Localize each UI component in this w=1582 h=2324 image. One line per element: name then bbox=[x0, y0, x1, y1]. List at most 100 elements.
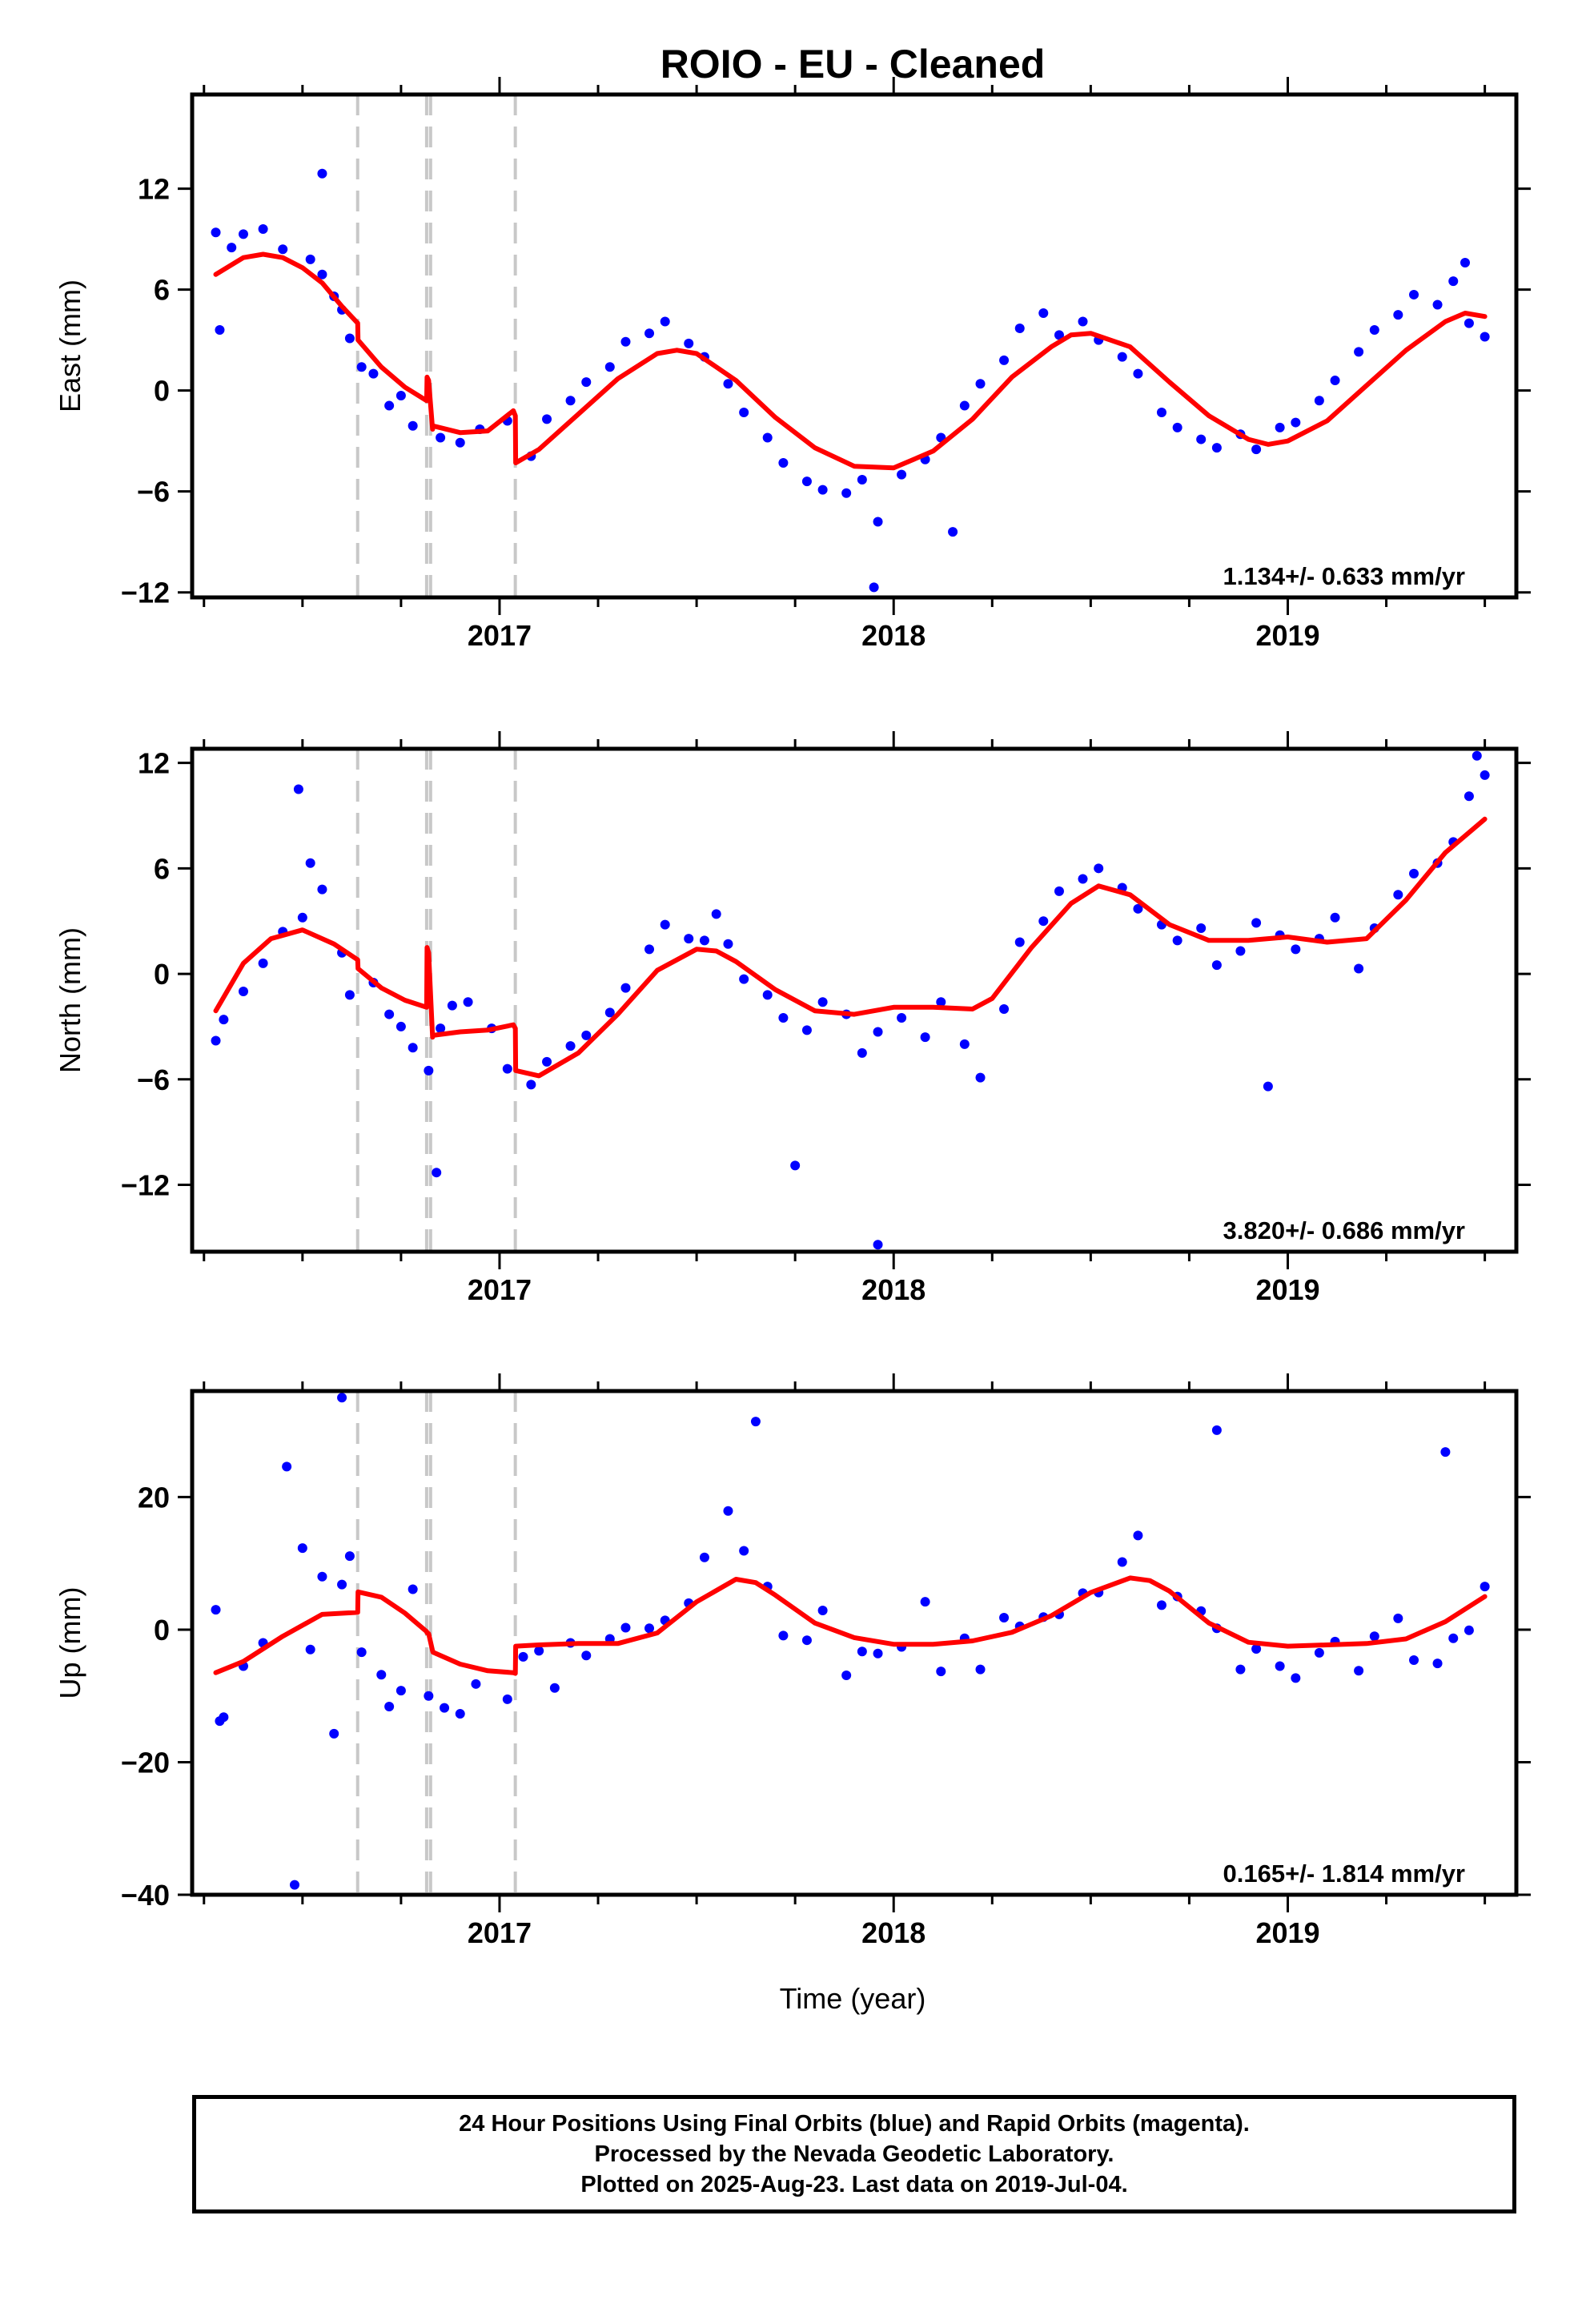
data-point bbox=[1172, 935, 1182, 946]
data-point bbox=[1251, 1643, 1262, 1654]
data-point bbox=[604, 362, 615, 372]
data-point bbox=[920, 1032, 930, 1043]
data-point bbox=[1480, 1582, 1490, 1592]
data-point bbox=[684, 934, 694, 944]
data-point bbox=[1078, 874, 1088, 884]
data-point bbox=[542, 1056, 552, 1067]
data-point bbox=[1448, 276, 1459, 287]
data-point bbox=[1464, 791, 1474, 802]
data-point bbox=[344, 333, 355, 344]
data-points bbox=[211, 750, 1490, 1250]
data-point bbox=[644, 944, 655, 955]
data-point bbox=[936, 997, 946, 1007]
data-point bbox=[384, 1009, 395, 1019]
model-curve bbox=[213, 251, 1488, 471]
data-point bbox=[219, 1712, 229, 1723]
data-point bbox=[790, 1160, 801, 1171]
data-point bbox=[1314, 396, 1324, 406]
data-point bbox=[1235, 946, 1246, 956]
data-point bbox=[219, 1015, 229, 1025]
x-tick-label: 2017 bbox=[468, 619, 532, 652]
data-point bbox=[1330, 376, 1340, 386]
data-point bbox=[1133, 368, 1143, 379]
data-point bbox=[502, 1063, 512, 1074]
y-axis-label: Up (mm) bbox=[54, 1587, 86, 1699]
data-point bbox=[356, 362, 367, 372]
data-point bbox=[1409, 1655, 1419, 1666]
data-point bbox=[211, 1605, 221, 1615]
data-point bbox=[1133, 1530, 1143, 1541]
data-point bbox=[297, 912, 307, 923]
data-point bbox=[999, 1613, 1010, 1623]
data-point bbox=[975, 1664, 986, 1675]
data-point bbox=[1038, 308, 1049, 319]
data-points bbox=[211, 168, 1490, 593]
y-axis-label: East (mm) bbox=[54, 279, 86, 412]
data-point bbox=[1054, 330, 1064, 340]
data-point bbox=[959, 400, 970, 411]
data-point bbox=[329, 1728, 339, 1739]
data-point bbox=[1330, 912, 1340, 923]
data-point bbox=[1235, 1664, 1246, 1675]
data-point bbox=[1133, 903, 1143, 914]
data-point bbox=[936, 1667, 946, 1677]
data-point bbox=[436, 1023, 446, 1034]
plot-frame bbox=[190, 746, 1519, 1254]
data-point bbox=[817, 485, 828, 495]
data-point bbox=[534, 1646, 544, 1656]
data-point bbox=[1211, 1425, 1222, 1435]
y-tick-label: −40 bbox=[121, 1879, 170, 1912]
data-point bbox=[778, 1012, 789, 1023]
data-point bbox=[1251, 918, 1262, 928]
data-point bbox=[1275, 422, 1285, 432]
x-tick-label: 2019 bbox=[1255, 619, 1319, 652]
data-point bbox=[447, 1000, 457, 1011]
data-point bbox=[549, 1683, 560, 1693]
data-point bbox=[344, 1551, 355, 1562]
data-point bbox=[238, 229, 248, 239]
footer-box: 24 Hour Positions Using Final Orbits (bl… bbox=[192, 2095, 1516, 2213]
panel-1: −12 −6 0 6 12 2017 2018 2019 East (mm) 1.134+/- 0… bbox=[54, 77, 1531, 652]
data-point bbox=[897, 469, 907, 480]
data-point bbox=[999, 355, 1010, 365]
data-point bbox=[873, 1240, 883, 1250]
data-point bbox=[1354, 1666, 1364, 1676]
data-point bbox=[620, 983, 631, 993]
data-point bbox=[1440, 1447, 1451, 1458]
data-point bbox=[739, 974, 749, 984]
data-point bbox=[258, 224, 268, 235]
data-point bbox=[1117, 352, 1127, 362]
data-point bbox=[1291, 944, 1301, 955]
data-point bbox=[436, 432, 446, 443]
data-point bbox=[1448, 1633, 1459, 1643]
data-point bbox=[408, 1584, 418, 1594]
x-tick-label: 2018 bbox=[861, 1273, 926, 1306]
y-tick-label: −20 bbox=[121, 1746, 170, 1779]
data-point bbox=[282, 1462, 292, 1472]
data-point bbox=[305, 858, 315, 868]
data-point bbox=[817, 997, 828, 1007]
data-point bbox=[368, 368, 379, 379]
panels: −12 −6 0 6 12 2017 2018 2019 East (mm) 1.134+/- 0… bbox=[54, 77, 1531, 1949]
panel-3: −40 −20 0 20 2017 2018 2019 Up (mm) 0.165+/- 1.8… bbox=[54, 1373, 1531, 1949]
footer-line-3: Plotted on 2025-Aug-23. Last data on 201… bbox=[580, 2172, 1128, 2197]
data-point bbox=[317, 269, 327, 279]
data-point bbox=[869, 582, 879, 593]
y-tick-label: 0 bbox=[154, 958, 170, 991]
data-point bbox=[211, 227, 221, 238]
data-point bbox=[227, 243, 237, 253]
rate-label: 0.165+/- 1.814 mm/yr bbox=[1223, 1860, 1465, 1888]
data-point bbox=[408, 420, 418, 431]
x-tick-label: 2019 bbox=[1255, 1916, 1319, 1949]
data-point bbox=[396, 390, 406, 400]
x-tick-label: 2018 bbox=[861, 619, 926, 652]
data-point bbox=[1354, 963, 1364, 974]
data-point bbox=[762, 990, 773, 1000]
data-point bbox=[1472, 750, 1482, 761]
y-tick-label: 0 bbox=[154, 1614, 170, 1647]
data-point bbox=[1054, 886, 1064, 896]
data-point bbox=[424, 1691, 434, 1701]
data-point bbox=[356, 1647, 367, 1658]
data-point bbox=[801, 476, 812, 487]
data-point bbox=[873, 1648, 883, 1659]
